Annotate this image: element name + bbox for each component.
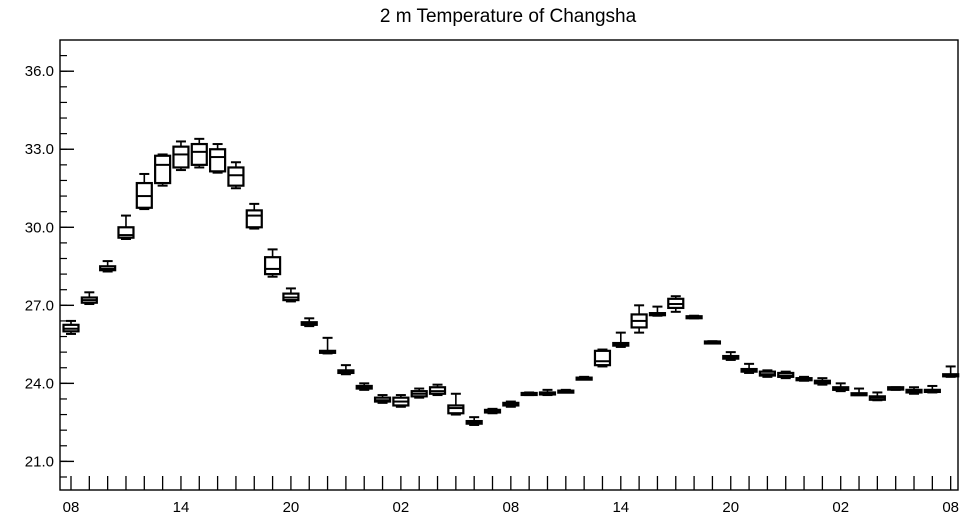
y-tick-label: 30.0 xyxy=(25,219,54,236)
y-tick-label: 36.0 xyxy=(25,63,54,80)
box-body xyxy=(447,404,465,415)
box-mark xyxy=(410,387,428,399)
box-mark xyxy=(685,314,703,320)
box-mark xyxy=(172,140,190,172)
x-tick-label: 02 xyxy=(393,499,410,516)
x-tick-label: 14 xyxy=(612,499,629,516)
box-mark xyxy=(575,375,593,381)
box-mark xyxy=(758,369,777,378)
box-body xyxy=(154,154,172,185)
box-mark xyxy=(300,317,318,328)
x-tick-label: 14 xyxy=(173,499,190,516)
box-mark xyxy=(722,351,740,361)
box-mark xyxy=(190,137,208,169)
box-mark xyxy=(337,364,355,376)
axes: 21.0 24.0 27.0 30.0 33.0 36.0 08 14 20 02 08 14 20 02… xyxy=(25,39,959,516)
y-tick-label: 33.0 xyxy=(25,141,54,158)
x-tick-label: 08 xyxy=(63,499,80,516)
box-mark xyxy=(942,365,960,378)
box-mark xyxy=(282,287,300,303)
box-mark xyxy=(263,248,282,278)
box-body xyxy=(209,148,227,173)
box-mark xyxy=(209,143,227,174)
y-tick-label: 21.0 xyxy=(25,453,54,470)
box-mark xyxy=(630,304,648,334)
x-tick-label: 08 xyxy=(502,499,519,516)
box-mark xyxy=(703,340,722,345)
box-mark xyxy=(465,416,483,426)
box-mark xyxy=(813,377,831,386)
box-mark xyxy=(520,391,538,397)
box-mark xyxy=(483,407,502,415)
box-series xyxy=(62,137,960,426)
box-mark xyxy=(648,305,667,317)
box-mark xyxy=(80,291,98,306)
box-mark xyxy=(850,387,868,397)
box-mark xyxy=(612,331,630,348)
box-mark xyxy=(740,362,758,374)
box-body xyxy=(245,209,263,229)
box-mark xyxy=(832,382,850,393)
box-body xyxy=(227,166,245,187)
box-mark xyxy=(373,394,392,404)
box-mark xyxy=(99,260,117,273)
box-mark xyxy=(905,386,923,395)
box-mark xyxy=(62,319,80,335)
box-mark xyxy=(538,388,557,397)
box-mark xyxy=(355,382,373,391)
box-mark xyxy=(557,388,575,394)
box-mark xyxy=(428,383,447,397)
x-tick-label: 20 xyxy=(722,499,739,516)
box-body xyxy=(190,142,208,166)
box-body xyxy=(172,145,190,169)
x-tick-label: 08 xyxy=(942,499,959,516)
box-mark xyxy=(923,384,941,394)
box-mark xyxy=(392,394,410,408)
chart-title: 2 m Temperature of Changsha xyxy=(380,6,637,27)
x-tick-label: 20 xyxy=(283,499,300,516)
box-mark xyxy=(117,214,135,240)
box-mark xyxy=(502,400,520,408)
y-tick-label: 27.0 xyxy=(25,297,54,314)
box-body xyxy=(117,226,135,239)
box-mark xyxy=(135,172,153,211)
box-mark xyxy=(777,370,795,380)
box-mark xyxy=(154,153,172,187)
y-tick-label: 24.0 xyxy=(25,375,54,392)
box-mark xyxy=(593,348,612,368)
box-mark xyxy=(227,161,245,190)
box-mark xyxy=(447,392,465,416)
box-mark xyxy=(868,391,886,402)
x-tick-label: 02 xyxy=(832,499,849,516)
box-mark xyxy=(887,386,905,391)
box-mark xyxy=(795,375,813,382)
box-mark xyxy=(318,336,337,355)
box-body xyxy=(593,349,612,367)
box-mark xyxy=(667,295,685,313)
box-body xyxy=(263,256,282,276)
plot-frame xyxy=(59,39,959,491)
box-mark xyxy=(245,202,263,230)
